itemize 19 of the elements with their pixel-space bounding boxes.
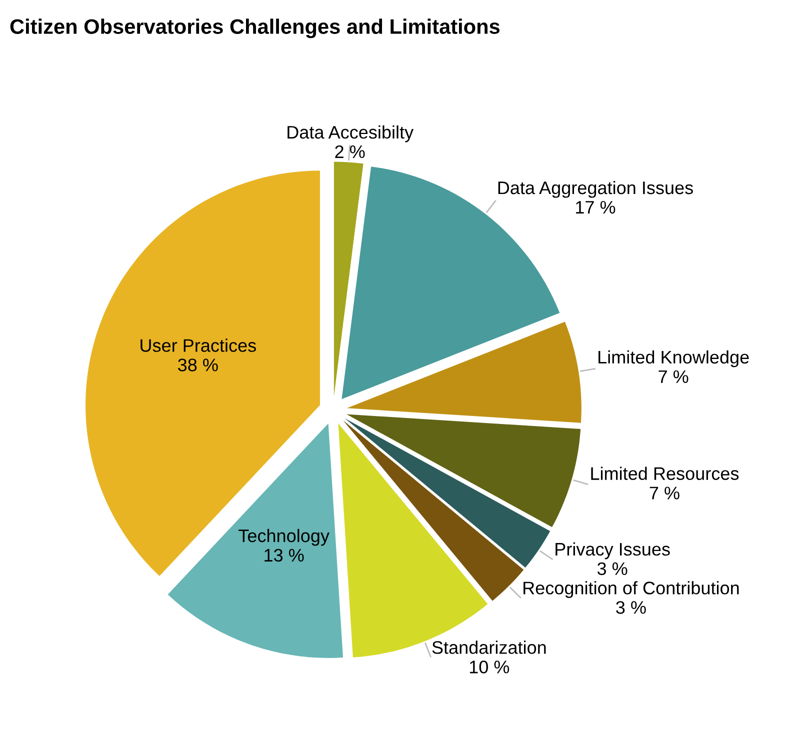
data-label: 10 % <box>470 660 510 674</box>
data-label: 17 % <box>576 200 616 214</box>
data-label: 38 % <box>178 358 218 372</box>
data-label: 13 % <box>264 548 304 562</box>
slice-label: User Practices <box>140 338 256 352</box>
slice-label: Data Aggregation Issues <box>498 180 693 198</box>
slice-label: Recognition of Contribution <box>524 581 739 598</box>
slice-label: Limited Resources <box>591 466 739 480</box>
data-label: 2 % <box>335 145 365 158</box>
data-label: 3 % <box>616 601 646 614</box>
data-label: 7 % <box>658 370 688 383</box>
slice-label: Technology <box>238 528 330 546</box>
chart-title: Citizen Observatories Challenges and Limitations <box>10 18 500 38</box>
slice-label: Standarization <box>432 640 546 654</box>
slice-label: Privacy Issues <box>556 542 670 560</box>
data-label: 7 % <box>650 486 680 500</box>
slice-label: Data Accesibilty <box>288 125 414 142</box>
slice-label: Limited Knowledge <box>598 350 749 368</box>
data-label: 3 % <box>597 562 628 576</box>
